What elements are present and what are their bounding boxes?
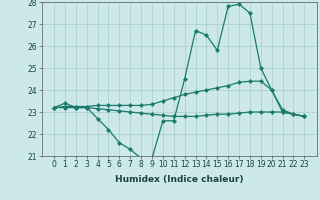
X-axis label: Humidex (Indice chaleur): Humidex (Indice chaleur) (115, 175, 244, 184)
